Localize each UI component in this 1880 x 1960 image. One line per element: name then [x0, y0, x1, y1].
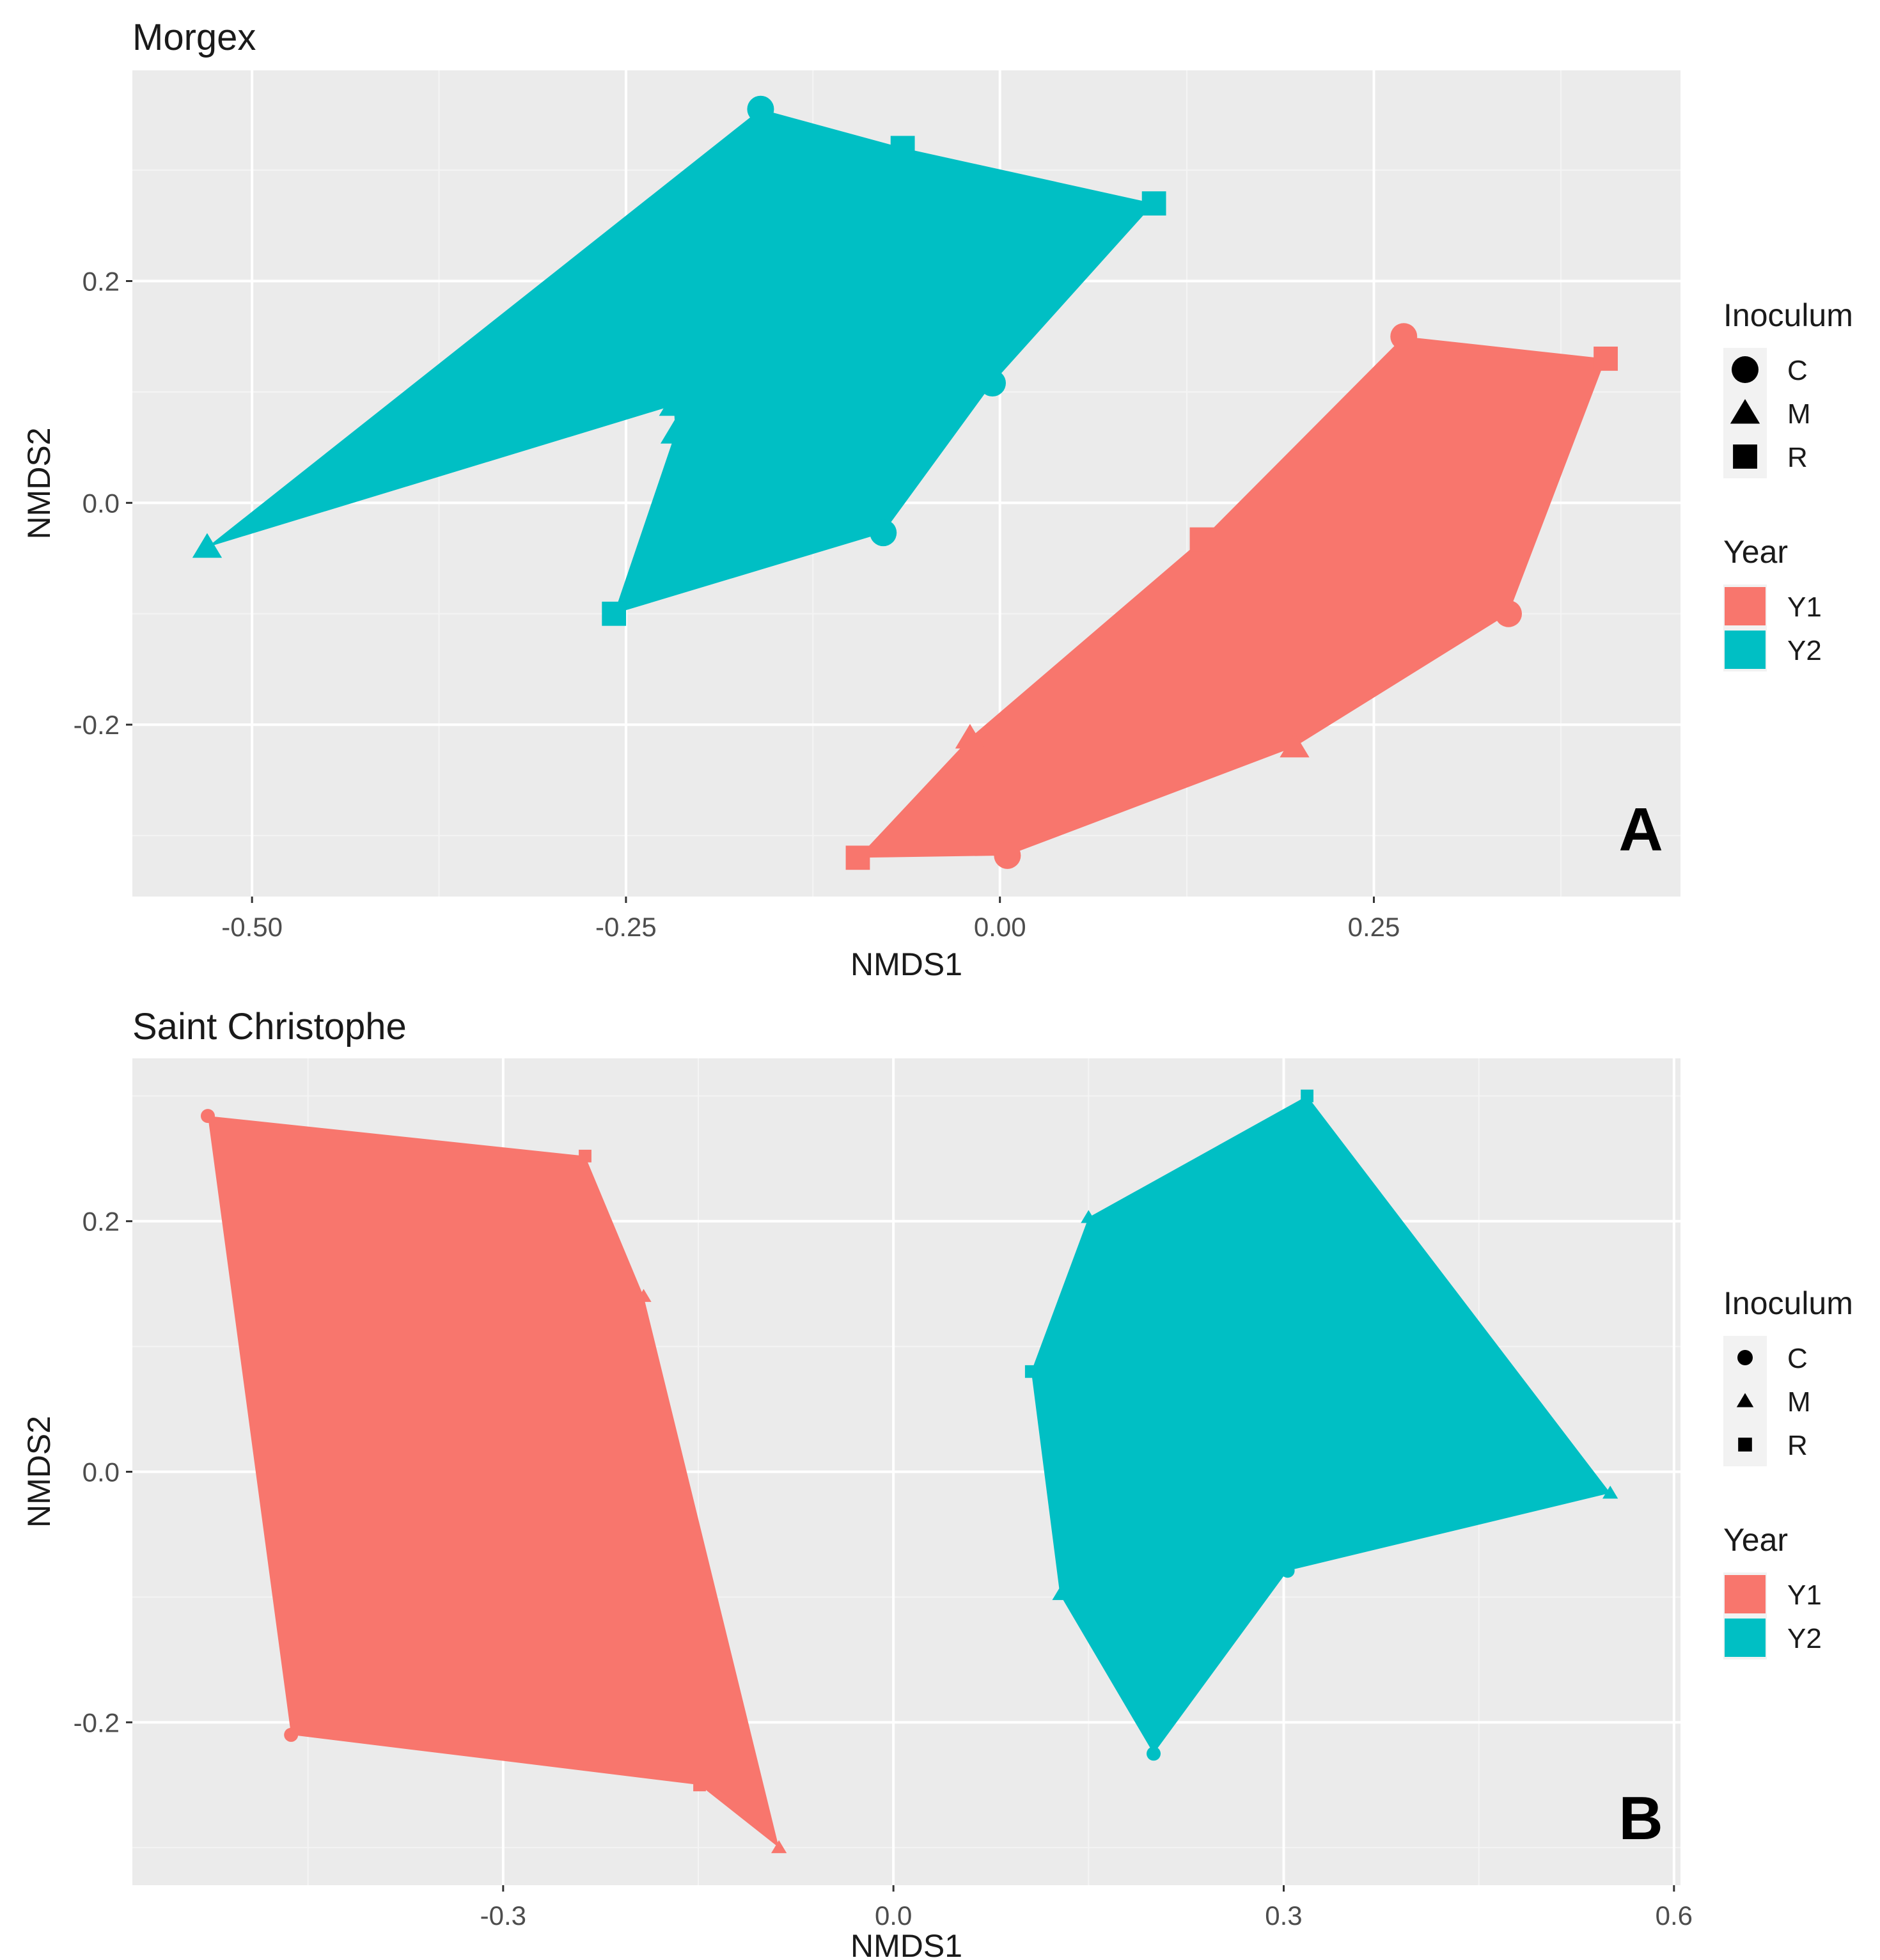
data-point-y1-r [1189, 527, 1214, 552]
legend-label-y2: Y2 [1787, 1623, 1822, 1654]
x-tick-label: -0.50 [221, 912, 283, 942]
data-point-y2-c [1147, 1746, 1161, 1761]
data-point-y2-c [747, 95, 774, 123]
series-polygon-y1 [208, 1116, 779, 1848]
series-polygon-y2 [1031, 1095, 1611, 1754]
series-polygon-y2 [207, 109, 1154, 614]
data-point-y1-c [284, 1727, 299, 1742]
legend-swatch-y1 [1725, 587, 1766, 625]
legend-marker-c [1737, 1350, 1753, 1365]
x-tick-label: 0.0 [875, 1901, 912, 1931]
legend-title-year: Year [1723, 1522, 1788, 1558]
data-point-y1-r [579, 1149, 591, 1163]
data-point-y1-c [200, 1109, 215, 1124]
x-tick-label: 0.3 [1265, 1901, 1302, 1931]
x-tick-label: 0.6 [1656, 1901, 1693, 1931]
legend-swatch-y2 [1725, 1619, 1766, 1657]
y-tick-label: -0.2 [74, 1707, 120, 1737]
chart-title: Saint Christophe [132, 1006, 407, 1047]
y-tick-label: 0.2 [82, 267, 120, 297]
legend-title-year: Year [1723, 534, 1788, 570]
legend-swatch-y2 [1725, 631, 1766, 669]
data-point-y2-c [1280, 1564, 1295, 1578]
data-point-y2-m [192, 533, 223, 558]
x-tick-label: -0.25 [595, 912, 657, 942]
data-point-y2-r [1024, 1365, 1038, 1378]
x-axis-label: NMDS1 [850, 946, 962, 982]
data-point-y2-r [602, 601, 627, 626]
legend-marker-r [1733, 444, 1757, 469]
data-point-y1-r [693, 1778, 706, 1792]
data-point-y2-c [870, 519, 897, 547]
legend-label-r: R [1787, 442, 1808, 473]
chart-panel-b: Saint Christophe -0.3 0.0 0.3 0.6 -0.2 0.0 0.2 N… [21, 1006, 1853, 1960]
y-tick-label: 0.2 [82, 1207, 120, 1237]
x-tick-label: -0.3 [480, 1901, 526, 1931]
legend: Inoculum CMR Year Y1 Y2 [1723, 297, 1853, 671]
y-axis-label: NMDS2 [21, 427, 57, 539]
legend-label-c: C [1787, 1343, 1808, 1374]
chart-panel-a: Morgex -0.50 -0.25 0.00 0.25 -0.2 0.0 0.2 NMDS1 N… [21, 17, 1853, 982]
legend-label-m: M [1787, 398, 1811, 430]
data-point-y2-r [1301, 1089, 1314, 1102]
x-axis-label: NMDS1 [850, 1928, 962, 1960]
y-tick-label: -0.2 [74, 710, 120, 740]
panel-label: A [1618, 796, 1663, 864]
legend-marker-m [1730, 398, 1760, 424]
data-point-y2-m [1602, 1486, 1618, 1499]
series-polygon-y1 [858, 336, 1606, 858]
y-tick-label: 0.0 [82, 1457, 120, 1487]
data-point-y2-m [1081, 1210, 1097, 1223]
legend: Inoculum CMR Year Y1 Y2 [1723, 1285, 1853, 1659]
data-point-y1-m [955, 723, 985, 749]
data-point-y1-m [636, 1289, 652, 1302]
legend-label-y1: Y1 [1787, 592, 1822, 623]
legend-label-y2: Y2 [1787, 635, 1822, 666]
legend-marker-c [1732, 356, 1759, 383]
legend-label-r: R [1787, 1430, 1808, 1461]
legend-title-inoculum: Inoculum [1723, 297, 1853, 333]
legend-swatch-y1 [1725, 1575, 1766, 1613]
y-axis-label: NMDS2 [21, 1416, 57, 1528]
x-tick-label: 0.00 [974, 912, 1026, 942]
data-point-y2-m [659, 391, 689, 416]
data-point-y1-m [771, 1840, 787, 1853]
data-point-y1-r [845, 845, 870, 870]
legend-label-y1: Y1 [1787, 1580, 1822, 1611]
data-point-y1-r [1594, 346, 1618, 371]
chart-title: Morgex [132, 17, 256, 58]
panel-label: B [1618, 1784, 1663, 1853]
y-tick-label: 0.0 [82, 488, 120, 518]
data-point-y2-m [660, 419, 691, 444]
data-point-y2-r [890, 136, 915, 161]
legend-title-inoculum: Inoculum [1723, 1285, 1853, 1321]
data-point-y1-m [1280, 732, 1310, 758]
data-point-y2-m [1052, 1587, 1068, 1601]
x-tick-label: 0.25 [1348, 912, 1400, 942]
data-point-y2-c [979, 370, 1006, 397]
legend-marker-m [1736, 1393, 1754, 1407]
legend-marker-r [1738, 1438, 1752, 1452]
data-point-y2-r [1141, 191, 1166, 216]
data-point-y1-c [1390, 323, 1418, 350]
data-point-y1-c [994, 842, 1021, 869]
data-point-y1-c [1495, 600, 1522, 627]
legend-label-c: C [1787, 355, 1808, 386]
legend-label-m: M [1787, 1386, 1811, 1418]
